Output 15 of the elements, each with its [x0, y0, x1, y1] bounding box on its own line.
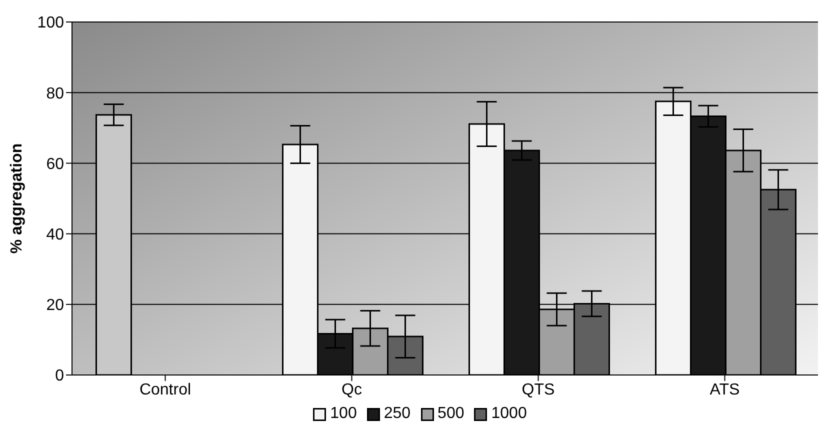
x-tick-label: QTS [522, 381, 555, 398]
y-tick-label: 40 [46, 226, 64, 244]
y-axis-title: % aggregation [8, 143, 26, 254]
x-tick-label: ATS [710, 381, 740, 398]
x-tick-label: Control [139, 381, 192, 398]
legend-label: 500 [438, 405, 464, 423]
y-tick-label: 0 [55, 368, 64, 385]
y-tick-label: 80 [46, 85, 64, 102]
x-tick-label: Qc [342, 381, 362, 398]
legend-label: 1000 [491, 405, 527, 423]
legend-label: 250 [384, 405, 411, 423]
legend-label: 100 [330, 405, 357, 423]
y-tick-label: 100 [37, 14, 64, 32]
y-tick-label: 60 [46, 156, 64, 173]
y-tick-label: 20 [46, 297, 64, 314]
